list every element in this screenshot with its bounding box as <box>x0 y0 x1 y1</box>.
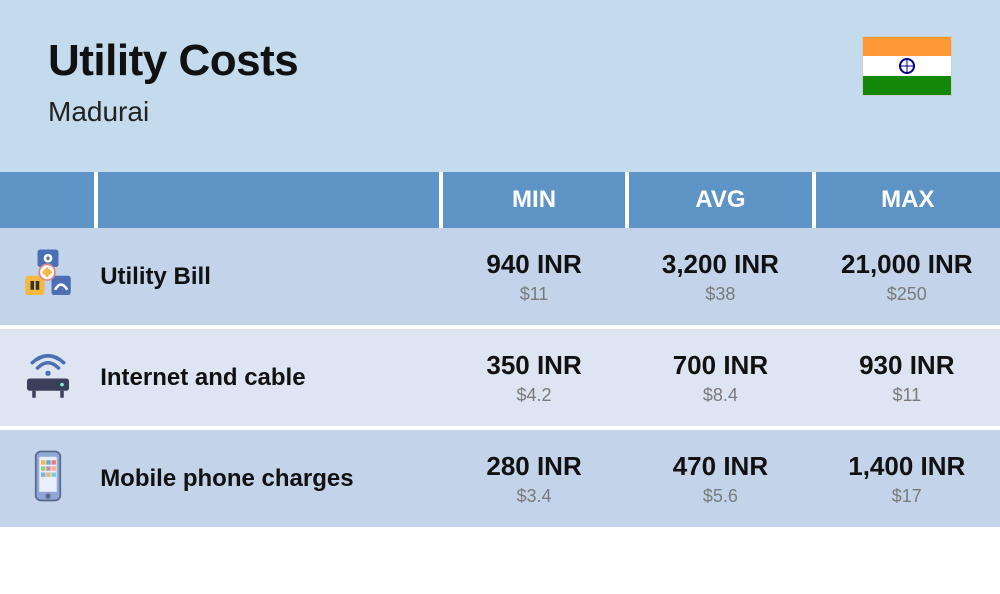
cell-max: 930 INR $11 <box>814 327 1000 428</box>
table-row: Internet and cable 350 INR $4.2 700 INR … <box>0 327 1000 428</box>
header-min: MIN <box>441 172 627 228</box>
header-avg: AVG <box>627 172 813 228</box>
cell-max: 1,400 INR $17 <box>814 428 1000 529</box>
avg-main: 700 INR <box>635 350 805 381</box>
table-header-row: MIN AVG MAX <box>0 172 1000 228</box>
cell-avg: 3,200 INR $38 <box>627 228 813 327</box>
cell-avg: 700 INR $8.4 <box>627 327 813 428</box>
row-label: Utility Bill <box>96 228 441 327</box>
utility-bill-icon <box>0 228 96 327</box>
table-row: Mobile phone charges 280 INR $3.4 470 IN… <box>0 428 1000 529</box>
india-flag-icon <box>862 36 952 96</box>
header-blank-label <box>96 172 441 228</box>
cell-max: 21,000 INR $250 <box>814 228 1000 327</box>
avg-main: 3,200 INR <box>635 249 805 280</box>
min-main: 940 INR <box>449 249 619 280</box>
avg-sub: $5.6 <box>635 486 805 507</box>
min-sub: $4.2 <box>449 385 619 406</box>
internet-cable-icon <box>0 327 96 428</box>
min-main: 350 INR <box>449 350 619 381</box>
header-blank-icon <box>0 172 96 228</box>
max-sub: $17 <box>822 486 992 507</box>
avg-main: 470 INR <box>635 451 805 482</box>
max-main: 930 INR <box>822 350 992 381</box>
avg-sub: $8.4 <box>635 385 805 406</box>
page-title: Utility Costs <box>48 36 298 86</box>
header-max: MAX <box>814 172 1000 228</box>
min-main: 280 INR <box>449 451 619 482</box>
min-sub: $3.4 <box>449 486 619 507</box>
max-sub: $11 <box>822 385 992 406</box>
header: Utility Costs Madurai <box>0 0 1000 172</box>
max-sub: $250 <box>822 284 992 305</box>
cell-min: 940 INR $11 <box>441 228 627 327</box>
row-label: Mobile phone charges <box>96 428 441 529</box>
title-block: Utility Costs Madurai <box>48 36 298 128</box>
max-main: 21,000 INR <box>822 249 992 280</box>
cell-avg: 470 INR $5.6 <box>627 428 813 529</box>
page-subtitle: Madurai <box>48 96 298 128</box>
max-main: 1,400 INR <box>822 451 992 482</box>
cell-min: 350 INR $4.2 <box>441 327 627 428</box>
table-row: Utility Bill 940 INR $11 3,200 INR $38 2… <box>0 228 1000 327</box>
avg-sub: $38 <box>635 284 805 305</box>
row-label: Internet and cable <box>96 327 441 428</box>
cell-min: 280 INR $3.4 <box>441 428 627 529</box>
utility-costs-table: MIN AVG MAX Utility Bill <box>0 172 1000 531</box>
mobile-phone-icon <box>0 428 96 529</box>
min-sub: $11 <box>449 284 619 305</box>
